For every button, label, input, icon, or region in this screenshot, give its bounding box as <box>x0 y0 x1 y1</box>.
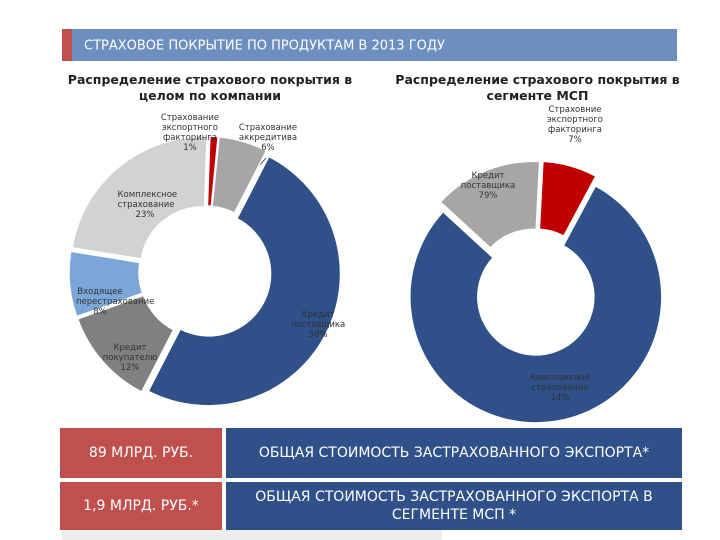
data-label: Комплексное страхование 23% <box>117 190 178 220</box>
data-label: Кредит покупателю 12% <box>95 343 165 373</box>
donut-segment <box>439 160 541 250</box>
header-accent <box>62 29 72 61</box>
segment-name: Комплексное страхование <box>530 373 590 393</box>
summary-value: 89 МЛРД. РУБ. <box>60 428 222 478</box>
segment-value: 6% <box>261 143 275 153</box>
segment-name: Входящее перестрахование <box>76 287 155 307</box>
donut-segment <box>76 294 175 394</box>
segment-name: Кредит покупателю <box>102 343 158 363</box>
donut-segment <box>211 135 268 215</box>
summary-label: ОБЩАЯ СТОИМОСТЬ ЗАСТРАХОВАННОГО ЭКСПОРТА… <box>226 428 682 478</box>
donut-segment <box>147 155 342 407</box>
data-label: Страхование аккредитива 6% <box>233 123 303 153</box>
header-title: СТРАХОВОЕ ПОКРЫТИЕ ПО ПРОДУКТАМ В 2013 Г… <box>84 39 445 54</box>
donut-segment <box>538 160 597 238</box>
data-label: Входящее перестрахование 8% <box>76 287 155 317</box>
footer-shade <box>62 530 442 540</box>
segment-name: Комплексное страхование <box>117 190 178 210</box>
donut-segment <box>71 136 208 260</box>
segment-name: Кредит поставщика <box>290 310 346 330</box>
segment-name: Кредит поставщика <box>460 171 516 191</box>
chart-title: Распределение страхового покрытия в цело… <box>67 72 353 103</box>
segment-name: Страхование аккредитива <box>238 123 298 143</box>
donut-segment <box>68 250 144 318</box>
segment-value: 23% <box>135 210 155 220</box>
segment-value: 12% <box>120 363 140 373</box>
segment-name: Страхование экспортного факторинга <box>160 113 220 143</box>
donut-segment <box>409 184 663 424</box>
header-bar <box>72 29 677 61</box>
segment-value: 14% <box>550 393 570 403</box>
summary-value: 1,9 МЛРД. РУБ.* <box>60 482 222 530</box>
data-label: Страховние экспортного факторинга 7% <box>533 105 618 145</box>
segment-value: 1% <box>183 143 197 153</box>
data-label: Кредит поставщика 50% <box>283 310 353 340</box>
segment-value: 50% <box>308 330 328 340</box>
donut-segment <box>206 135 219 208</box>
segment-name: Страховние экспортного факторинга <box>546 105 603 135</box>
summary-label: ОБЩАЯ СТОИМОСТЬ ЗАСТРАХОВАННОГО ЭКСПОРТА… <box>226 482 682 530</box>
segment-value: 8% <box>93 307 107 317</box>
data-label: Кредит поставщика 79% <box>453 171 523 201</box>
data-label: Комплексное страхование 14% <box>525 373 595 403</box>
segment-value: 7% <box>568 135 582 145</box>
data-label: Страхование экспортного факторинга 1% <box>150 113 230 153</box>
chart-title: Распределение страхового покрытия в сегм… <box>395 72 680 103</box>
segment-value: 79% <box>478 191 498 201</box>
